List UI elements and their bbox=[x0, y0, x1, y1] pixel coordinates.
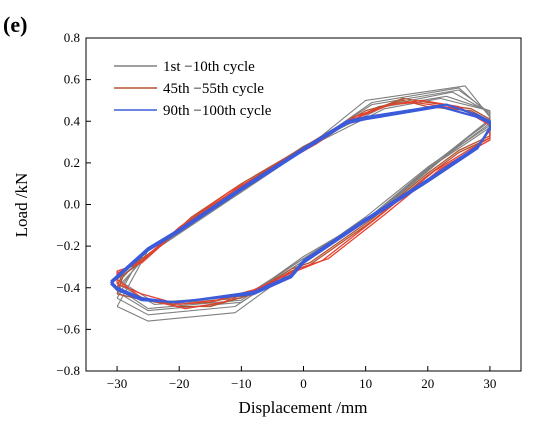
x-tick-label: 30 bbox=[483, 376, 496, 391]
series-1-loop bbox=[116, 85, 491, 322]
y-axis-label: Load /kN bbox=[12, 173, 31, 238]
legend: 1st −10th cycle 45th −55th cycle 90th −1… bbox=[114, 59, 272, 119]
axis-ticks: −30 −20 −10 0 10 20 30 −0.8 −0.6 −0.4 −0.2 0.0 0.2 0.… bbox=[56, 30, 496, 391]
series-2-loop bbox=[116, 99, 491, 308]
series-3-loop bbox=[110, 103, 491, 304]
legend-label-series-1: 1st −10th cycle bbox=[163, 59, 255, 75]
series-1-loop bbox=[116, 89, 491, 312]
y-tick-label: −0.6 bbox=[56, 321, 80, 336]
y-tick-label: 0.0 bbox=[64, 197, 80, 212]
x-axis-label: Displacement /mm bbox=[239, 398, 368, 417]
series-1-loop bbox=[116, 97, 491, 303]
x-tick-label: −10 bbox=[231, 376, 251, 391]
x-tick-label: 10 bbox=[359, 376, 372, 391]
legend-label-series-3: 90th −100th cycle bbox=[163, 103, 272, 119]
y-tick-label: −0.4 bbox=[56, 280, 80, 295]
y-tick-label: −0.2 bbox=[56, 238, 80, 253]
series-1-loop bbox=[116, 95, 491, 305]
series-2-loop bbox=[116, 99, 491, 310]
x-tick-label: 0 bbox=[300, 376, 307, 391]
x-tick-label: 20 bbox=[421, 376, 434, 391]
panel-label: (e) bbox=[3, 12, 27, 37]
series-1-loop bbox=[116, 87, 491, 316]
y-tick-label: 0.4 bbox=[64, 113, 81, 128]
series-2-loop bbox=[116, 97, 491, 306]
y-tick-label: −0.8 bbox=[56, 363, 80, 378]
series-2-loop bbox=[116, 101, 491, 306]
x-tick-label: −30 bbox=[107, 376, 127, 391]
hysteresis-loops bbox=[110, 85, 491, 322]
legend-label-series-2: 45th −55th cycle bbox=[163, 81, 264, 97]
y-tick-label: 0.8 bbox=[64, 30, 80, 45]
series-1-loop bbox=[116, 91, 491, 310]
y-tick-label: 0.6 bbox=[64, 72, 81, 87]
x-tick-label: −20 bbox=[169, 376, 189, 391]
series-3-loop bbox=[110, 105, 491, 304]
y-tick-label: 0.2 bbox=[64, 155, 80, 170]
